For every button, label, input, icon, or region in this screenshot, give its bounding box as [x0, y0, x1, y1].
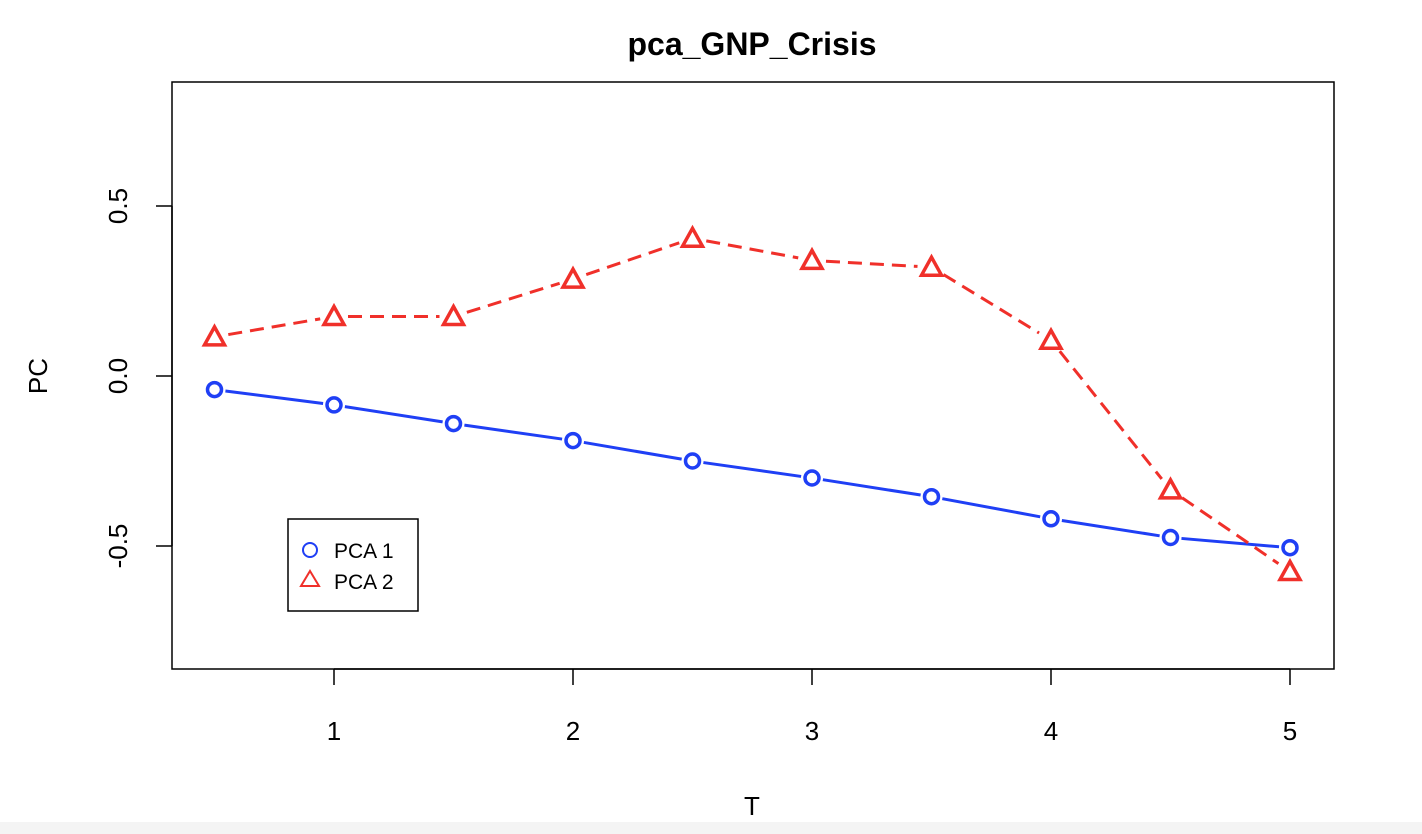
series-1-segment — [942, 497, 1041, 519]
series-1-point — [1281, 538, 1299, 557]
series-1-segment — [583, 440, 682, 461]
series-1 — [205, 380, 1299, 557]
series-2-point — [321, 302, 347, 327]
series-2-segment — [466, 281, 561, 314]
series-1-segment — [1181, 536, 1280, 549]
series-2-segment — [228, 317, 321, 337]
x-tick-label: 1 — [327, 716, 341, 746]
chart-title: pca_GNP_Crisis — [627, 26, 876, 62]
series-2-point — [1277, 557, 1303, 582]
x-axis: 1 2 3 4 5 — [327, 668, 1297, 746]
series-1-point — [325, 396, 343, 414]
legend: PCA 1 PCA 2 — [287, 518, 419, 612]
legend-box — [287, 518, 419, 612]
series-1-point — [683, 452, 702, 470]
series-1-segment — [822, 478, 921, 497]
series-1-point — [444, 414, 463, 433]
series-1-point — [564, 431, 582, 450]
series-2-segment — [1181, 496, 1280, 565]
series-2-segment — [825, 259, 918, 268]
series-1-point — [1042, 510, 1060, 528]
series-2-segment — [942, 273, 1040, 335]
series-1-point — [205, 380, 224, 399]
x-tick-label: 4 — [1044, 716, 1058, 746]
series-2-point — [799, 246, 825, 271]
series-1-point — [1161, 528, 1180, 547]
legend-marker-pca-2 — [299, 569, 321, 587]
y-tick-label: 0.0 — [103, 358, 133, 394]
series-1-segment — [344, 405, 443, 424]
series-2-segment — [585, 241, 680, 276]
y-tick-label: -0.5 — [103, 524, 133, 569]
series-1-segment — [703, 461, 802, 478]
series-2-segment — [1058, 350, 1163, 480]
series-2-point — [440, 302, 467, 327]
series-2-point — [201, 323, 228, 347]
x-tick-label: 5 — [1283, 716, 1297, 746]
x-axis-label: T — [744, 791, 760, 821]
series-2-point — [918, 253, 945, 277]
series-1-point — [922, 487, 941, 506]
legend-marker-pca-1 — [302, 542, 318, 558]
y-axis-label: PC — [23, 358, 53, 394]
x-tick-label: 3 — [805, 716, 819, 746]
series-1-point — [803, 469, 821, 487]
series-2-point — [1157, 476, 1184, 500]
series-1-segment — [225, 389, 324, 405]
series-2-segment — [705, 239, 799, 260]
series-2-point — [679, 224, 706, 249]
series-layer — [201, 224, 1303, 582]
series-2 — [201, 224, 1303, 582]
bottom-strip — [0, 822, 1422, 834]
series-1-segment — [464, 423, 563, 441]
series-2-point — [1038, 326, 1064, 351]
legend-label-pca-2: PCA 2 — [334, 571, 394, 594]
legend-label-pca-1: PCA 1 — [334, 540, 394, 563]
y-axis: -0.5 0.0 0.5 — [103, 188, 173, 569]
y-tick-label: 0.5 — [103, 188, 133, 224]
series-2-point — [560, 265, 586, 289]
series-1-segment — [1061, 519, 1160, 538]
x-tick-label: 2 — [566, 716, 580, 746]
